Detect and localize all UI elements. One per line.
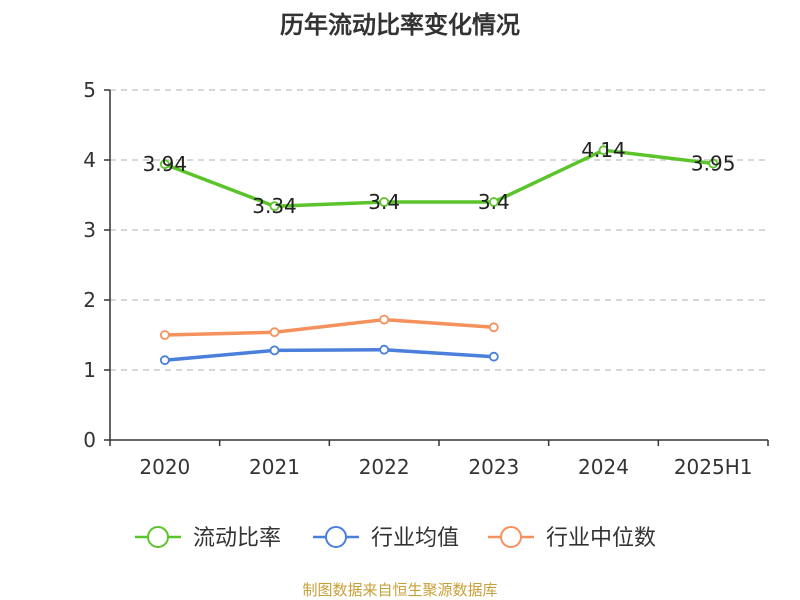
- grid-lines: [110, 89, 768, 371]
- data-point[interactable]: [488, 322, 499, 333]
- y-tick-label: 4: [83, 148, 96, 172]
- x-tick-label: 2025H1: [674, 455, 753, 479]
- data-label: 4.14: [581, 138, 626, 162]
- x-tick-label: 2022: [359, 455, 410, 479]
- y-tick-label: 5: [83, 78, 96, 102]
- data-point[interactable]: [488, 197, 499, 207]
- data-point[interactable]: [159, 159, 170, 170]
- data-point[interactable]: [708, 158, 719, 169]
- y-tick-label: 3: [83, 218, 96, 242]
- data-label: 3.4: [368, 190, 400, 214]
- series-line: [164, 148, 714, 208]
- y-tick-label: 0: [83, 428, 96, 452]
- data-label: 3.95: [691, 152, 736, 176]
- y-tick-label: 2: [83, 288, 96, 312]
- legend-item[interactable]: 行业均值: [313, 526, 459, 551]
- legend-item[interactable]: 行业中位数: [488, 526, 656, 551]
- data-point[interactable]: [598, 145, 609, 156]
- x-tick-label: 2024: [578, 455, 629, 479]
- source-note: 制图数据来自恒生聚源数据库: [302, 581, 497, 599]
- x-tick-label: 2020: [139, 455, 190, 479]
- axes: 0 1 2 3 4 5 2020 2021 2022 2023 2024 2025H1: [83, 78, 769, 479]
- series-lines: [159, 145, 719, 366]
- data-point[interactable]: [379, 314, 390, 325]
- legend-label: 行业中位数: [546, 526, 656, 551]
- legend-marker: [500, 526, 522, 548]
- data-point[interactable]: [379, 197, 390, 207]
- data-point[interactable]: [269, 327, 280, 338]
- y-tick-label: 1: [83, 358, 96, 382]
- x-tick-label: 2023: [468, 455, 519, 479]
- data-point[interactable]: [488, 351, 499, 362]
- data-point[interactable]: [379, 344, 390, 355]
- chart-title: 历年流动比率变化情况: [280, 11, 520, 39]
- data-label: 3.94: [143, 152, 188, 176]
- data-point[interactable]: [269, 201, 280, 212]
- legend-item[interactable]: 流动比率: [135, 526, 281, 551]
- data-point[interactable]: [159, 330, 170, 340]
- data-labels: 3.94 3.34 3.4 3.4 4.14 3.95: [143, 138, 736, 218]
- legend[interactable]: 流动比率 行业均值 行业中位数: [135, 526, 656, 551]
- data-point[interactable]: [269, 345, 280, 356]
- data-point[interactable]: [159, 355, 170, 366]
- data-label: 3.34: [252, 194, 297, 218]
- legend-label: 行业均值: [371, 526, 459, 551]
- legend-label: 流动比率: [193, 526, 281, 551]
- legend-marker: [325, 526, 347, 548]
- series-line: [164, 347, 494, 362]
- x-tick-label: 2021: [249, 455, 300, 479]
- legend-marker: [147, 526, 169, 548]
- series-line: [164, 317, 494, 337]
- data-label: 3.4: [478, 190, 510, 214]
